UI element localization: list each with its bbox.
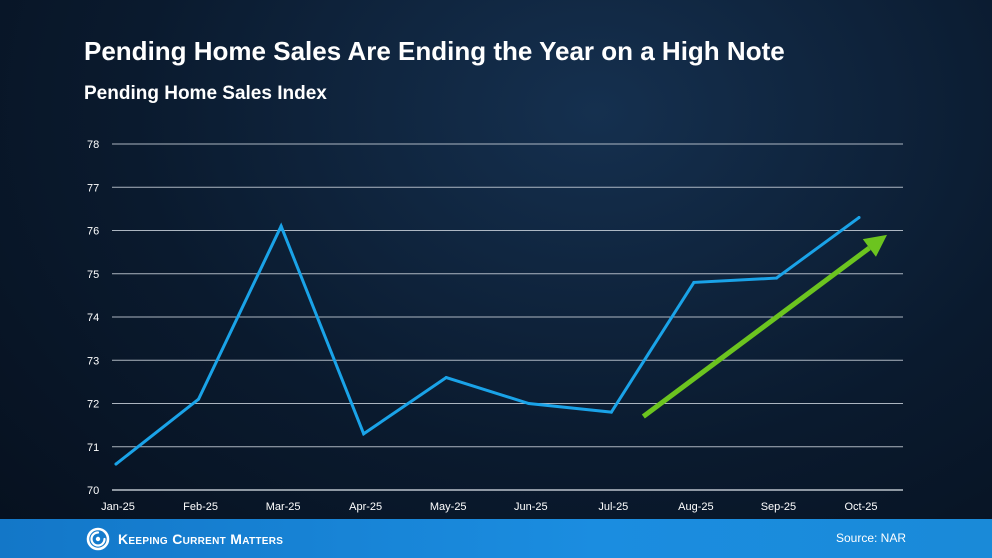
x-tick-label: Feb-25: [183, 501, 218, 513]
brand-name: Keeping Current Matters: [118, 531, 284, 547]
x-axis: Jan-25 Feb-25 Mar-25 Apr-25 May-25 Jun-25 Jul-…: [101, 489, 903, 513]
data-point: [197, 397, 201, 401]
trend-arrow-shaft: [641, 245, 871, 419]
source-note: Source: NAR: [835, 531, 906, 545]
chart-annotations: [641, 234, 887, 419]
chart-subtitle: Pending Home Sales Index: [84, 83, 327, 104]
x-tick-label: Mar-25: [266, 501, 301, 513]
data-point: [114, 462, 118, 466]
y-tick-label: 71: [87, 442, 99, 454]
x-tick-label: May-25: [430, 501, 467, 513]
footer-bar: Keeping Current Matters Source: NAR: [0, 519, 992, 558]
series-line: [114, 216, 861, 466]
y-tick-label: 76: [87, 226, 99, 238]
line-chart: 70 71 72 73 74 75 76 77 78 Jan-25 Feb-25 Mar-25 Apr…: [87, 139, 903, 513]
chart-series: [114, 216, 861, 466]
x-tick-label: Jan-25: [101, 501, 135, 513]
kcm-logo-icon: [86, 527, 110, 551]
y-tick-label: 75: [87, 269, 99, 281]
data-point: [857, 216, 861, 220]
chart-title: Pending Home Sales Are Ending the Year o…: [84, 36, 785, 66]
x-tick-label: Sep-25: [761, 501, 796, 513]
y-tick-label: 78: [87, 139, 99, 151]
x-tick-label: Oct-25: [844, 501, 877, 513]
y-tick-label: 74: [87, 312, 99, 324]
data-point: [692, 280, 696, 284]
x-tick-label: Jun-25: [514, 501, 548, 513]
chart-gridlines: [112, 143, 903, 448]
data-point: [444, 376, 448, 380]
brand-logo: Keeping Current Matters: [86, 527, 283, 551]
x-tick-label: Aug-25: [678, 501, 713, 513]
data-point: [527, 402, 531, 405]
y-tick-label: 73: [87, 355, 99, 367]
x-tick-label: Apr-25: [349, 501, 382, 513]
y-tick-label: 70: [87, 485, 99, 497]
x-tick-label: Jul-25: [598, 501, 628, 513]
y-tick-label: 72: [87, 399, 99, 411]
y-tick-label: 77: [87, 182, 99, 194]
data-point: [774, 276, 778, 280]
y-axis: 70 71 72 73 74 75 76 77 78: [87, 139, 99, 497]
trend-arrow-head: [862, 234, 887, 257]
data-point: [362, 432, 366, 436]
data-point: [279, 224, 283, 228]
data-point: [609, 410, 613, 414]
